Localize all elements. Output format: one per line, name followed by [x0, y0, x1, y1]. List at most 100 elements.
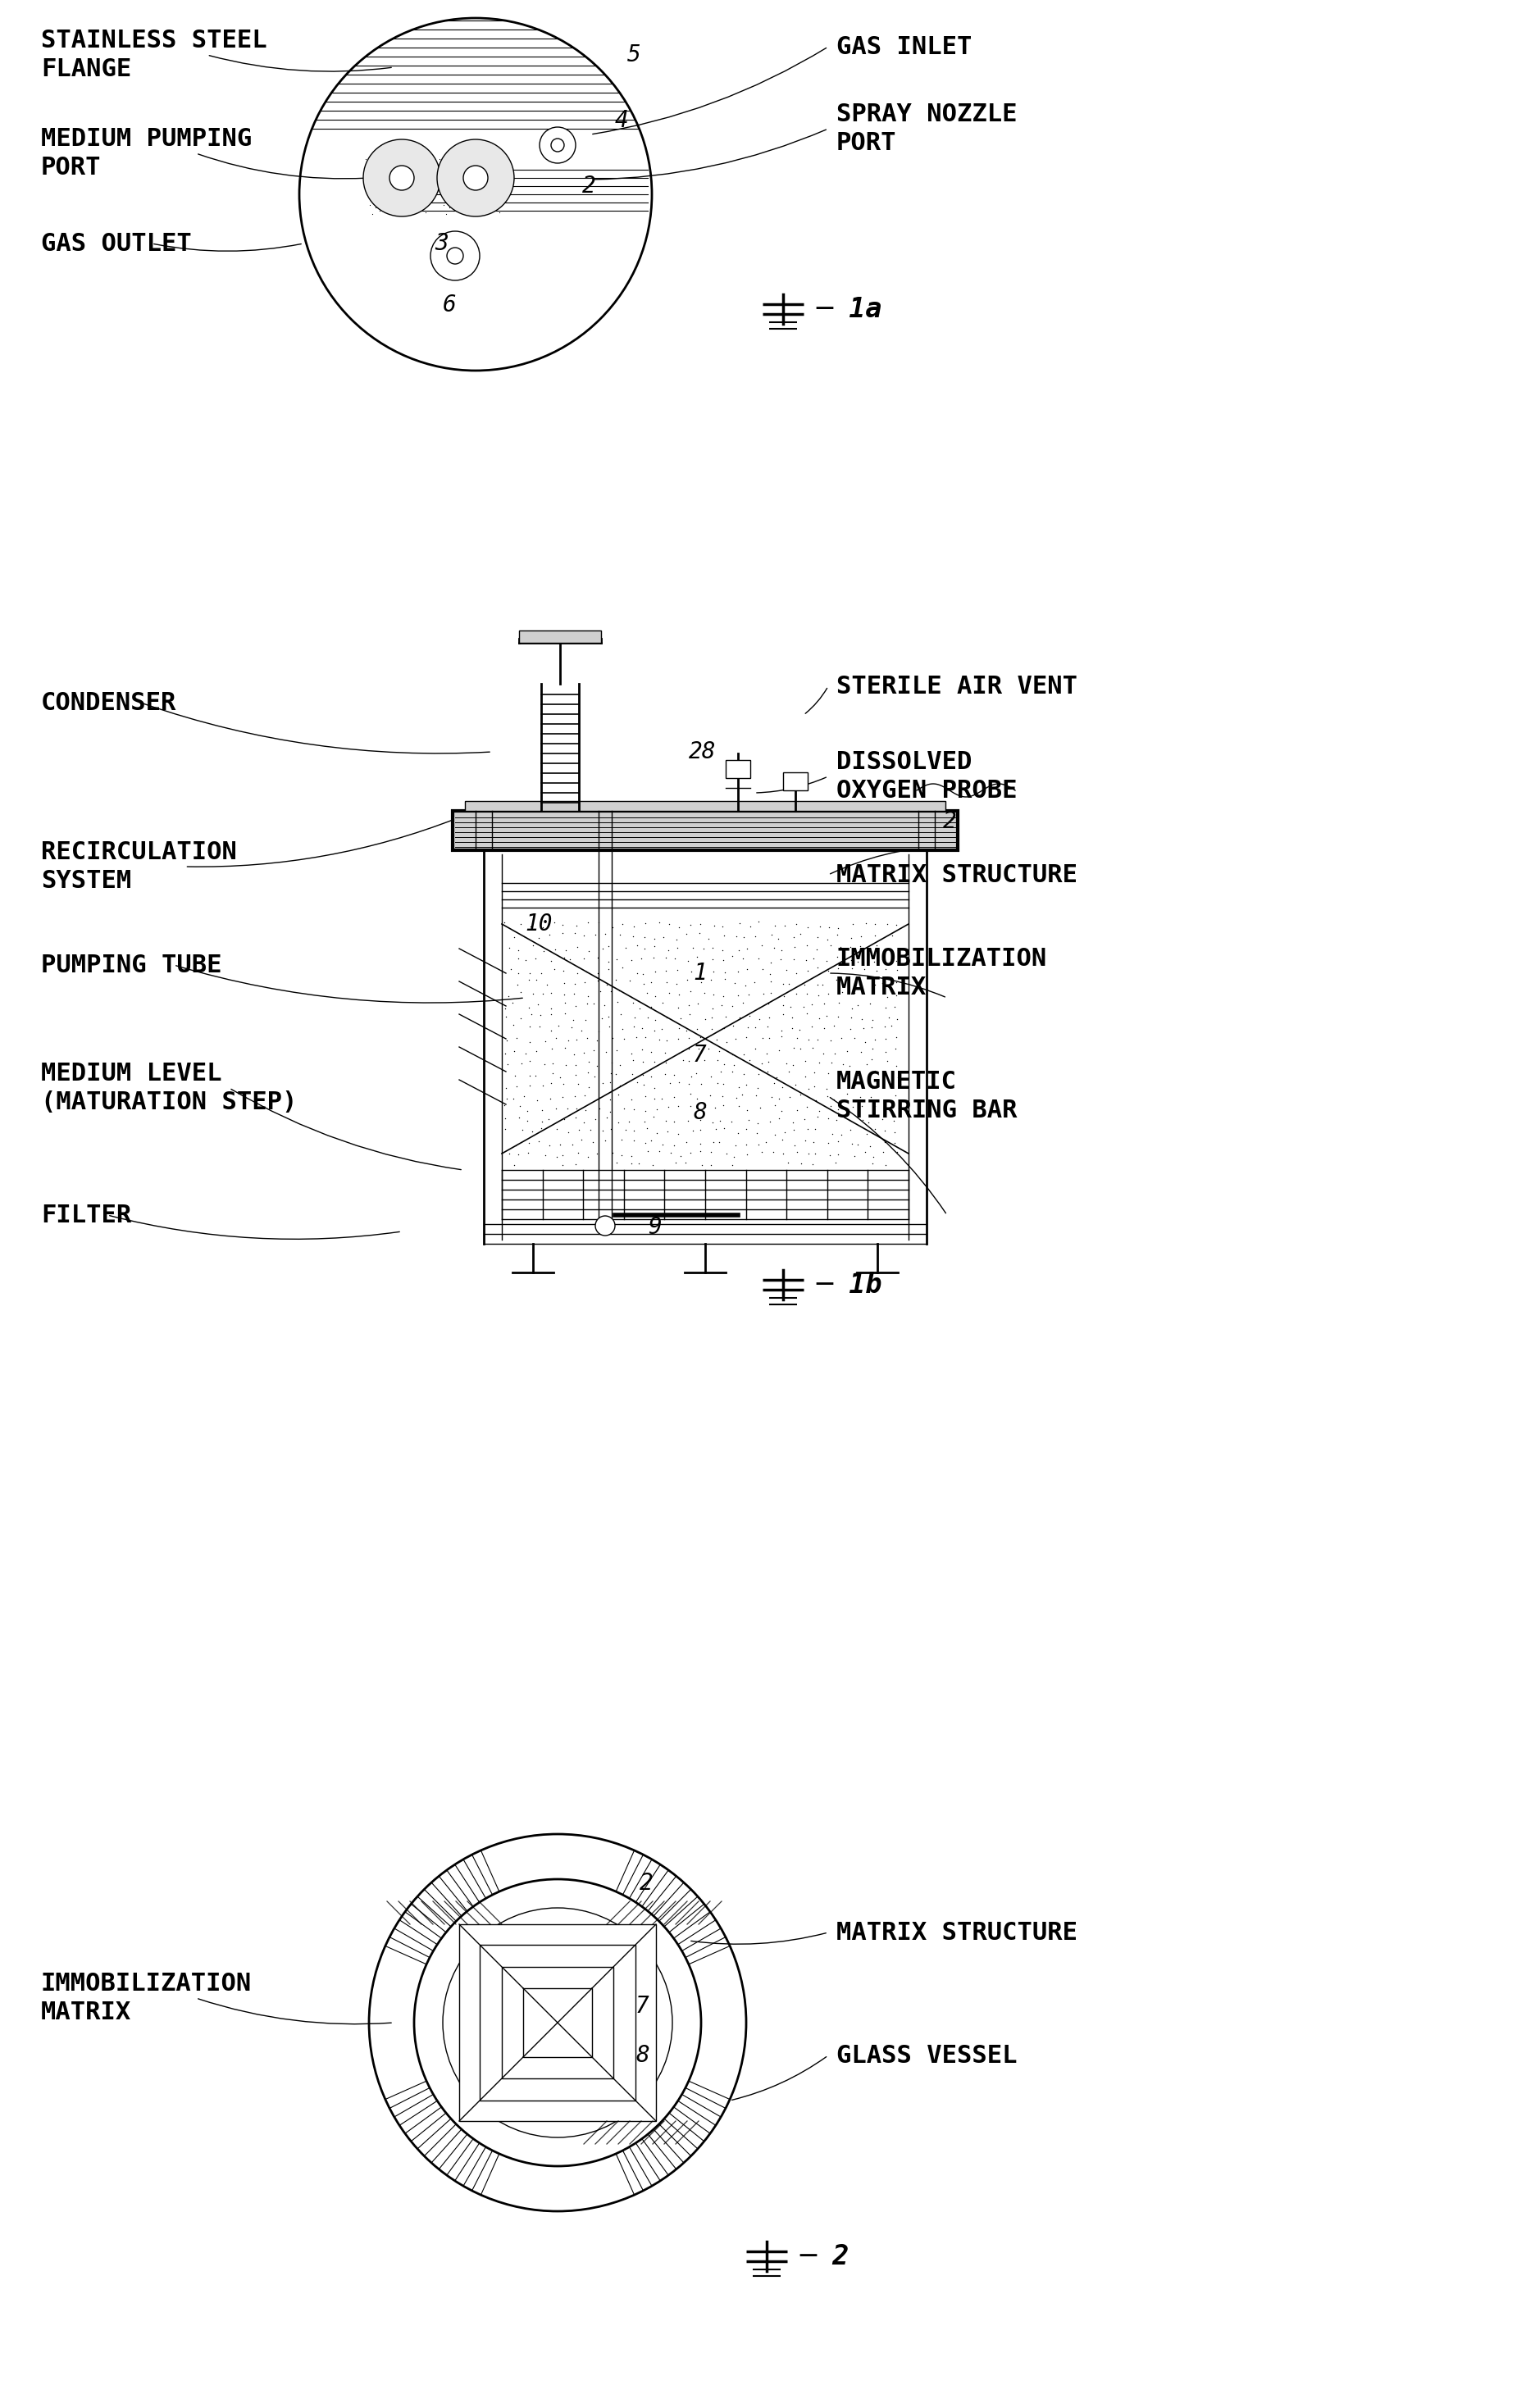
- Point: [726, 975, 751, 1014]
- Point: [781, 917, 806, 956]
- Point: [708, 1052, 732, 1091]
- Point: [467, 181, 491, 219]
- Point: [666, 987, 691, 1026]
- Point: [826, 1055, 850, 1093]
- Point: [355, 161, 379, 200]
- Point: [603, 939, 628, 978]
- Point: [768, 1098, 792, 1137]
- Point: [546, 1007, 571, 1045]
- Point: [792, 1100, 817, 1139]
- Point: [490, 135, 514, 173]
- Point: [778, 987, 803, 1026]
- Point: [705, 1064, 729, 1103]
- Point: [464, 171, 488, 209]
- Point: [872, 1132, 896, 1170]
- Point: [619, 1081, 643, 1120]
- Point: [769, 929, 794, 968]
- Point: [771, 987, 795, 1026]
- Circle shape: [437, 140, 514, 217]
- Point: [748, 999, 772, 1038]
- Point: [751, 1019, 775, 1057]
- Point: [493, 1069, 517, 1108]
- Point: [708, 1100, 732, 1139]
- Point: [596, 927, 620, 966]
- Point: [496, 978, 520, 1016]
- Point: [815, 1069, 840, 1108]
- Point: [620, 1033, 645, 1072]
- Text: MAGNETIC
STIRRING BAR: MAGNETIC STIRRING BAR: [837, 1069, 1018, 1122]
- Point: [678, 973, 703, 1011]
- Point: [665, 929, 689, 968]
- Point: [685, 1009, 709, 1047]
- Point: [863, 1021, 887, 1060]
- Point: [625, 927, 649, 966]
- Point: [712, 961, 737, 999]
- Point: [649, 1009, 674, 1047]
- Point: [454, 176, 479, 214]
- Circle shape: [539, 128, 576, 164]
- Point: [539, 1011, 563, 1050]
- Point: [771, 995, 795, 1033]
- Point: [390, 171, 414, 209]
- Point: [803, 1067, 827, 1105]
- Point: [582, 1031, 606, 1069]
- Point: [585, 1047, 609, 1086]
- Point: [766, 920, 791, 958]
- Text: 2: 2: [942, 809, 956, 833]
- Point: [539, 942, 563, 980]
- Point: [688, 1100, 712, 1139]
- Point: [560, 1125, 585, 1163]
- Point: [502, 1031, 527, 1069]
- Point: [827, 927, 852, 966]
- Text: 2: 2: [640, 1871, 654, 1895]
- Point: [701, 1122, 726, 1161]
- Point: [873, 1081, 898, 1120]
- Point: [810, 1035, 835, 1074]
- Point: [769, 1091, 794, 1129]
- Point: [586, 1088, 611, 1127]
- Point: [582, 985, 606, 1023]
- Point: [517, 1122, 542, 1161]
- Point: [692, 1040, 717, 1079]
- Point: [821, 1007, 846, 1045]
- Point: [405, 152, 430, 190]
- Point: [494, 1045, 519, 1084]
- Point: [612, 1021, 637, 1060]
- Point: [688, 1019, 712, 1057]
- Point: [737, 1100, 761, 1139]
- Point: [838, 1100, 863, 1139]
- Point: [517, 987, 542, 1026]
- Point: [577, 932, 602, 970]
- Point: [755, 1007, 780, 1045]
- Point: [783, 1067, 807, 1105]
- Point: [677, 995, 701, 1033]
- Point: [718, 1103, 743, 1141]
- Point: [763, 1115, 787, 1153]
- Point: [404, 140, 428, 178]
- Point: [850, 973, 875, 1011]
- Point: [743, 917, 768, 956]
- Point: [642, 920, 666, 958]
- Point: [663, 939, 688, 978]
- Point: [450, 164, 474, 202]
- Point: [649, 1079, 674, 1117]
- Point: [635, 1110, 660, 1149]
- Point: [597, 1064, 622, 1103]
- Point: [396, 144, 421, 183]
- Circle shape: [299, 17, 652, 371]
- Point: [399, 178, 424, 217]
- Circle shape: [364, 140, 441, 217]
- Point: [573, 1033, 597, 1072]
- Point: [728, 999, 752, 1038]
- Text: FILTER: FILTER: [41, 1204, 132, 1228]
- Point: [642, 939, 666, 978]
- Point: [513, 942, 537, 980]
- Point: [625, 1019, 649, 1057]
- Point: [586, 1079, 611, 1117]
- Text: ─ 1b: ─ 1b: [817, 1271, 883, 1298]
- Point: [490, 171, 514, 209]
- Point: [387, 185, 411, 224]
- Point: [795, 995, 820, 1033]
- Point: [444, 152, 468, 190]
- Point: [654, 939, 678, 978]
